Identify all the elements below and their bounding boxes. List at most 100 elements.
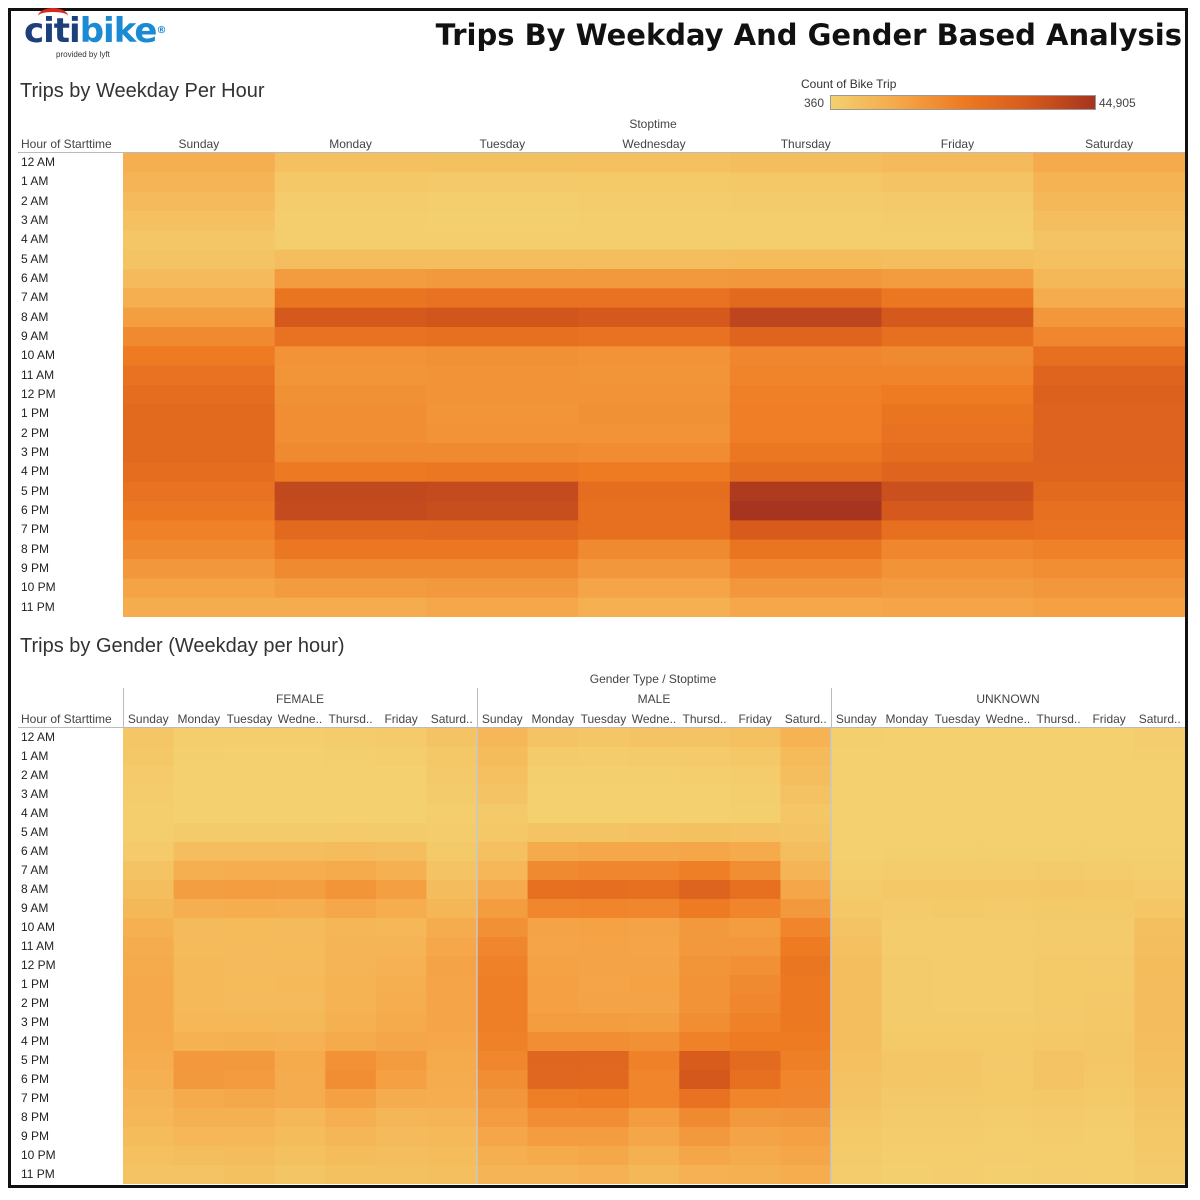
heatmap-cell[interactable] (729, 880, 781, 900)
heatmap-cell[interactable] (1033, 994, 1085, 1014)
heatmap-cell[interactable] (527, 937, 579, 957)
heatmap-cell[interactable] (628, 766, 680, 786)
heatmap-cell[interactable] (527, 1070, 579, 1090)
heatmap-cell[interactable] (325, 1108, 377, 1128)
heatmap-cell[interactable] (274, 191, 427, 212)
heatmap-cell[interactable] (729, 728, 781, 748)
heatmap-cell[interactable] (982, 1165, 1034, 1184)
heatmap-cell[interactable] (224, 1165, 276, 1184)
heatmap-cell[interactable] (831, 899, 883, 919)
heatmap-cell[interactable] (729, 956, 781, 976)
heatmap-cell[interactable] (1033, 307, 1185, 328)
heatmap-cell[interactable] (274, 1165, 326, 1184)
heatmap-cell[interactable] (578, 346, 731, 367)
heatmap-cell[interactable] (123, 501, 276, 521)
heatmap-cell[interactable] (375, 861, 427, 881)
heatmap-cell[interactable] (224, 937, 276, 957)
heatmap-cell[interactable] (628, 956, 680, 976)
heatmap-cell[interactable] (1134, 1146, 1185, 1166)
heatmap-cell[interactable] (578, 1108, 630, 1128)
heatmap-cell[interactable] (325, 1127, 377, 1147)
heatmap-cell[interactable] (729, 443, 883, 463)
heatmap-cell[interactable] (224, 994, 276, 1014)
heatmap-cell[interactable] (274, 766, 326, 786)
heatmap-cell[interactable] (123, 597, 276, 617)
heatmap-cell[interactable] (325, 899, 377, 919)
heatmap-cell[interactable] (881, 404, 1034, 425)
heatmap-cell[interactable] (982, 804, 1034, 824)
heatmap-cell[interactable] (881, 1013, 933, 1033)
heatmap-cell[interactable] (325, 1089, 377, 1109)
heatmap-cell[interactable] (123, 1127, 175, 1147)
heatmap-cell[interactable] (881, 539, 1034, 560)
heatmap-cell[interactable] (881, 423, 1034, 444)
heatmap-cell[interactable] (477, 1127, 529, 1147)
heatmap-cell[interactable] (932, 880, 984, 900)
heatmap-cell[interactable] (881, 747, 933, 767)
heatmap-cell[interactable] (628, 937, 680, 957)
heatmap-cell[interactable] (477, 785, 529, 805)
heatmap-cell[interactable] (1033, 481, 1185, 502)
heatmap-cell[interactable] (1134, 880, 1185, 900)
heatmap-cell[interactable] (123, 956, 175, 976)
heatmap-cell[interactable] (780, 823, 832, 843)
heatmap-cell[interactable] (881, 385, 1034, 405)
heatmap-cell[interactable] (881, 766, 933, 786)
heatmap-cell[interactable] (628, 1070, 680, 1090)
heatmap-cell[interactable] (224, 1127, 276, 1147)
heatmap-cell[interactable] (477, 804, 529, 824)
heatmap-cell[interactable] (173, 747, 225, 767)
heatmap-cell[interactable] (173, 1051, 225, 1071)
heatmap-cell[interactable] (224, 842, 276, 862)
heatmap-cell[interactable] (679, 994, 731, 1014)
heatmap-cell[interactable] (274, 404, 427, 425)
heatmap-cell[interactable] (527, 1146, 579, 1166)
heatmap-cell[interactable] (274, 747, 326, 767)
heatmap-cell[interactable] (274, 937, 326, 957)
heatmap-cell[interactable] (679, 1013, 731, 1033)
heatmap-cell[interactable] (1083, 804, 1135, 824)
heatmap-cell[interactable] (274, 346, 427, 367)
heatmap-cell[interactable] (426, 1070, 478, 1090)
heatmap-cell[interactable] (982, 1108, 1034, 1128)
heatmap-cell[interactable] (375, 1127, 427, 1147)
heatmap-cell[interactable] (274, 1051, 326, 1071)
heatmap-cell[interactable] (527, 728, 579, 748)
heatmap-cell[interactable] (375, 1165, 427, 1184)
heatmap-cell[interactable] (477, 861, 529, 881)
heatmap-cell[interactable] (578, 823, 630, 843)
heatmap-cell[interactable] (123, 288, 276, 309)
heatmap-cell[interactable] (426, 172, 579, 193)
heatmap-cell[interactable] (274, 481, 427, 502)
heatmap-cell[interactable] (780, 1089, 832, 1109)
heatmap-cell[interactable] (982, 880, 1034, 900)
heatmap-cell[interactable] (679, 1051, 731, 1071)
heatmap-cell[interactable] (1033, 597, 1185, 617)
heatmap-cell[interactable] (274, 785, 326, 805)
heatmap-cell[interactable] (932, 994, 984, 1014)
heatmap-cell[interactable] (780, 956, 832, 976)
heatmap-cell[interactable] (527, 1032, 579, 1052)
heatmap-cell[interactable] (477, 1013, 529, 1033)
heatmap-cell[interactable] (123, 578, 276, 599)
heatmap-cell[interactable] (1033, 766, 1085, 786)
heatmap-cell[interactable] (578, 269, 731, 289)
heatmap-cell[interactable] (173, 1013, 225, 1033)
heatmap-cell[interactable] (982, 1127, 1034, 1147)
heatmap-cell[interactable] (578, 481, 731, 502)
heatmap-cell[interactable] (477, 1108, 529, 1128)
heatmap-cell[interactable] (729, 385, 883, 405)
heatmap-cell[interactable] (982, 1032, 1034, 1052)
heatmap-cell[interactable] (679, 1089, 731, 1109)
heatmap-cell[interactable] (729, 153, 883, 173)
heatmap-cell[interactable] (426, 804, 478, 824)
heatmap-cell[interactable] (982, 1089, 1034, 1109)
heatmap-cell[interactable] (729, 481, 883, 502)
heatmap-cell[interactable] (123, 1032, 175, 1052)
heatmap-cell[interactable] (325, 766, 377, 786)
heatmap-cell[interactable] (982, 1051, 1034, 1071)
heatmap-cell[interactable] (578, 520, 731, 541)
heatmap-cell[interactable] (729, 404, 883, 425)
heatmap-cell[interactable] (477, 1146, 529, 1166)
heatmap-cell[interactable] (982, 994, 1034, 1014)
